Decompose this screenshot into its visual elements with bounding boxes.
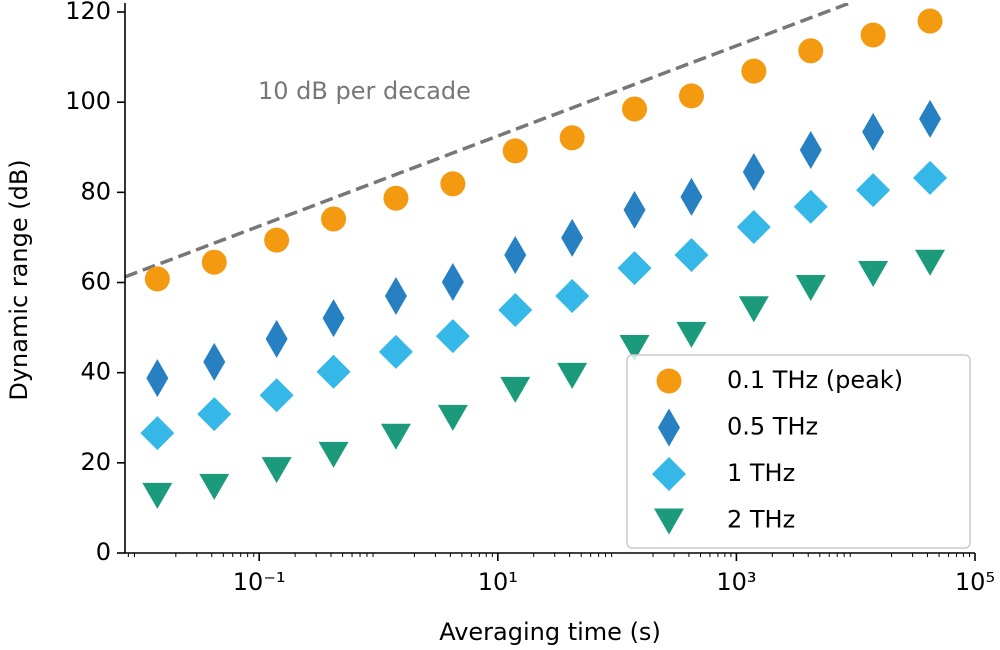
marker (738, 296, 769, 323)
marker (199, 473, 230, 500)
marker (378, 334, 413, 369)
marker (674, 238, 709, 273)
marker (676, 321, 707, 348)
marker (383, 185, 409, 211)
marker (652, 457, 686, 491)
marker (913, 160, 948, 195)
marker (259, 378, 294, 413)
marker (261, 457, 292, 484)
marker (440, 171, 466, 197)
marker (623, 190, 646, 229)
marker (917, 8, 943, 34)
marker (318, 441, 349, 468)
marker (321, 206, 347, 232)
marker (146, 359, 169, 398)
marker (862, 112, 885, 151)
marker (798, 38, 824, 64)
marker (500, 376, 531, 403)
legend-label: 2 THz (727, 506, 795, 534)
x-tick-label: 10¹ (478, 568, 518, 596)
y-tick-label: 100 (65, 87, 111, 115)
x-tick-label: 10⁻¹ (233, 568, 286, 596)
marker (142, 482, 173, 509)
marker (264, 227, 290, 253)
marker (915, 249, 946, 276)
marker (742, 153, 765, 192)
marker (654, 508, 684, 535)
marker (919, 99, 942, 138)
marker (793, 189, 828, 224)
marker (678, 83, 704, 109)
reference-line (125, 3, 855, 279)
y-tick-label: 0 (96, 538, 111, 566)
marker (858, 261, 889, 288)
y-axis-label: Dynamic range (dB) (5, 159, 33, 400)
legend-box (626, 354, 971, 549)
marker (856, 173, 891, 208)
marker (557, 362, 588, 389)
marker (504, 236, 527, 275)
y-tick-label: 120 (65, 0, 111, 25)
marker (622, 96, 648, 122)
marker (656, 368, 682, 394)
marker (197, 397, 232, 432)
marker (435, 319, 470, 354)
annotation: 10 dB per decade (258, 77, 471, 105)
legend-label: 0.5 THz (727, 413, 818, 441)
marker (617, 251, 652, 286)
marker (860, 22, 886, 48)
marker (795, 275, 826, 302)
legend-label: 0.1 THz (peak) (727, 366, 903, 394)
marker (140, 416, 175, 451)
marker (680, 177, 703, 216)
marker (502, 138, 528, 164)
marker (203, 342, 226, 381)
marker (555, 279, 590, 314)
marker (322, 299, 345, 338)
marker (441, 263, 464, 302)
legend-label: 1 THz (727, 459, 795, 487)
marker (736, 210, 771, 245)
marker (201, 249, 227, 275)
marker (799, 130, 822, 169)
marker (437, 404, 468, 431)
x-tick-label: 10³ (716, 568, 756, 596)
x-tick-label: 10⁵ (955, 568, 995, 596)
marker (619, 334, 650, 361)
marker (658, 408, 680, 447)
x-axis-label: Averaging time (s) (439, 618, 661, 646)
marker (561, 218, 584, 257)
marker (144, 266, 170, 292)
marker (741, 58, 767, 84)
marker (384, 277, 407, 316)
marker (559, 125, 585, 151)
marker (265, 319, 288, 358)
y-tick-label: 20 (80, 448, 111, 476)
marker (316, 354, 351, 389)
y-tick-label: 80 (80, 177, 111, 205)
y-tick-label: 40 (80, 358, 111, 386)
marker (498, 293, 533, 328)
marker (380, 423, 411, 450)
y-tick-label: 60 (80, 268, 111, 296)
